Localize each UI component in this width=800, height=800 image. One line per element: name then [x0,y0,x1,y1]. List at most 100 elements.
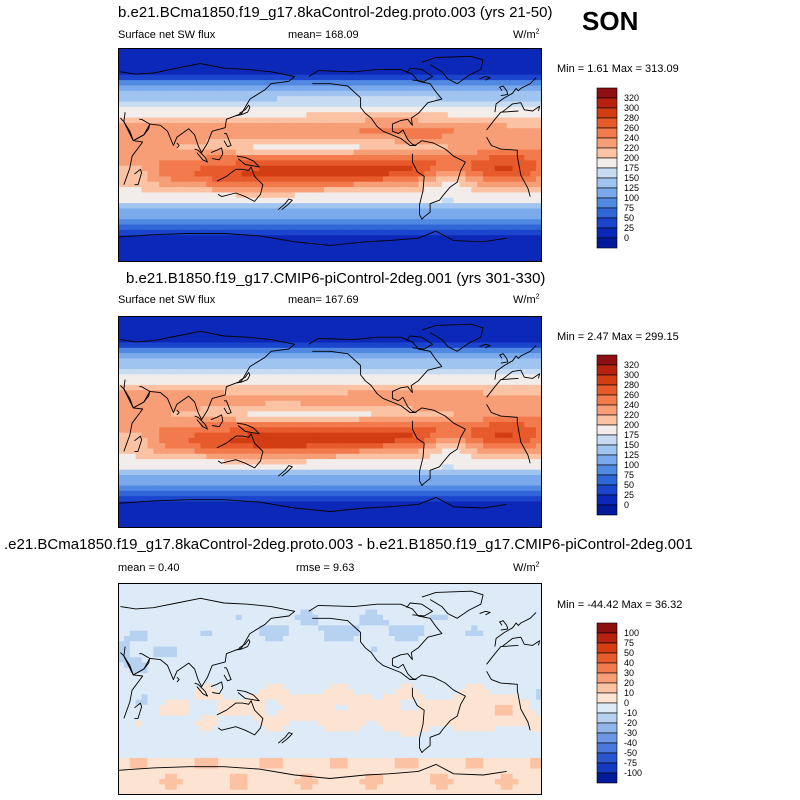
coastline-greenland [421,55,484,85]
colorbar-tick-label: -75 [624,758,637,768]
coastline-samerica [411,674,466,754]
coastline-japan [235,372,251,384]
panel-1-variable-label: Surface net SW flux [118,29,216,41]
colorbar-tick-label: 20 [624,678,634,688]
coastline-namerica [308,603,443,681]
colorbar-swatch [596,692,618,704]
colorbar-tick-label: 25 [624,223,634,233]
coastline-sri [176,142,180,149]
colorbar-swatch [596,504,618,516]
panel-1-mean-label: mean= 168.09 [288,29,359,41]
coastline-uk [499,620,509,631]
colorbar-swatch [596,87,618,99]
coastline-samerica [411,140,466,220]
panel-3-mean-label: mean = 0.40 [118,562,180,574]
colorbar-swatch [596,494,618,506]
colorbar-tick-label: 300 [624,370,639,380]
colorbar-tick-label: 100 [624,193,639,203]
coastline-nz [277,198,293,211]
coastline-iceland [479,343,491,349]
colorbar-tick-label: 220 [624,143,639,153]
colorbar-tick-label: 240 [624,133,639,143]
coastline-uk [499,85,509,97]
colorbar-tick-label: 260 [624,390,639,400]
field-contours [118,316,542,528]
coastline-phil [223,667,232,682]
field-contours [118,48,542,262]
season-label: SON [582,6,639,36]
colorbar-tick-label: 30 [624,668,634,678]
coastlines [118,323,541,512]
coastlines [118,590,541,779]
colorbar-tick-label: -40 [624,738,637,748]
colorbar-swatch [596,354,618,366]
colorbar-swatch [596,484,618,496]
coastline-namerica [308,336,443,414]
colorbar-tick-label: 150 [624,173,639,183]
coastline-uk [499,353,509,364]
colorbar-tick-label: 175 [624,430,639,440]
colorbar-swatch [596,404,618,416]
map-frame [118,48,542,262]
coastline-eurasia [120,330,541,421]
colorbar-tick-label: 50 [624,213,634,223]
panel-2-mean-label: mean= 167.69 [288,294,359,306]
colorbar-tick-label: 75 [624,638,634,648]
colorbar-swatch [596,662,618,674]
colorbar-swatch [596,227,618,239]
panel-2-units: W/m2 [513,293,540,306]
colorbar-swatch [596,237,618,249]
colorbar-swatch [596,632,618,644]
coastline-australia [216,433,264,469]
colorbar-swatch [596,444,618,456]
coastline-antarctica [118,230,507,246]
colorbar-tick-label: 175 [624,163,639,173]
colorbar-tick-label: 75 [624,203,634,213]
colorbar-swatch [596,672,618,684]
colorbar-swatch [596,137,618,149]
coastline-sri [176,409,180,416]
colorbar-swatch [596,384,618,396]
coastline-sumatra [194,415,208,430]
coastline-samerica [411,407,466,487]
colorbar-tick-label: 200 [624,153,639,163]
coastline-nz [277,465,293,477]
colorbar-tick-label: -30 [624,728,637,738]
colorbar-swatch [596,702,618,714]
coastline-australia [216,166,264,202]
panel-1-title: b.e21.BCma1850.f19_g17.8kaControl-2deg.p… [118,4,553,21]
coastline-phil [223,400,232,415]
colorbar-tick-label: -10 [624,708,637,718]
colorbar-tick-label: 320 [624,93,639,103]
panel-3-min-max: Min = -44.42 Max = 36.32 [557,599,683,611]
colorbar-swatch [596,374,618,386]
panel-3-rmse-label: rmse = 9.63 [296,562,355,574]
colorbar-tick-label: 0 [624,233,629,243]
colorbar-tick-label: 280 [624,380,639,390]
coastline-baffin [406,335,433,350]
colorbar-tick-label: 320 [624,360,639,370]
coastline-namerica [308,68,443,146]
coastline-newguinea [236,155,260,168]
colorbar-tick-label: 125 [624,450,639,460]
colorbar-swatch [596,622,618,634]
colorbar-swatch [596,464,618,476]
coastline-newguinea [236,422,260,435]
coastline-australia [216,700,264,736]
coastline-baffin [406,602,433,617]
colorbar-swatch [596,722,618,734]
colorbar-tick-label: 280 [624,113,639,123]
coastline-nz [277,732,293,744]
coastline-madagascar [134,168,143,186]
colorbar-swatch [596,107,618,119]
colorbar-swatch [596,474,618,486]
coastline-arabia [123,386,151,409]
colorbar-swatch [596,117,618,129]
colorbar-tick-label: -100 [624,768,642,778]
colorbar-tick-label: 260 [624,123,639,133]
coastline-borneo [210,147,224,161]
colorbar-tick-label: 40 [624,658,634,668]
colorbar-swatch [596,97,618,109]
coastline-antarctica [118,496,507,512]
